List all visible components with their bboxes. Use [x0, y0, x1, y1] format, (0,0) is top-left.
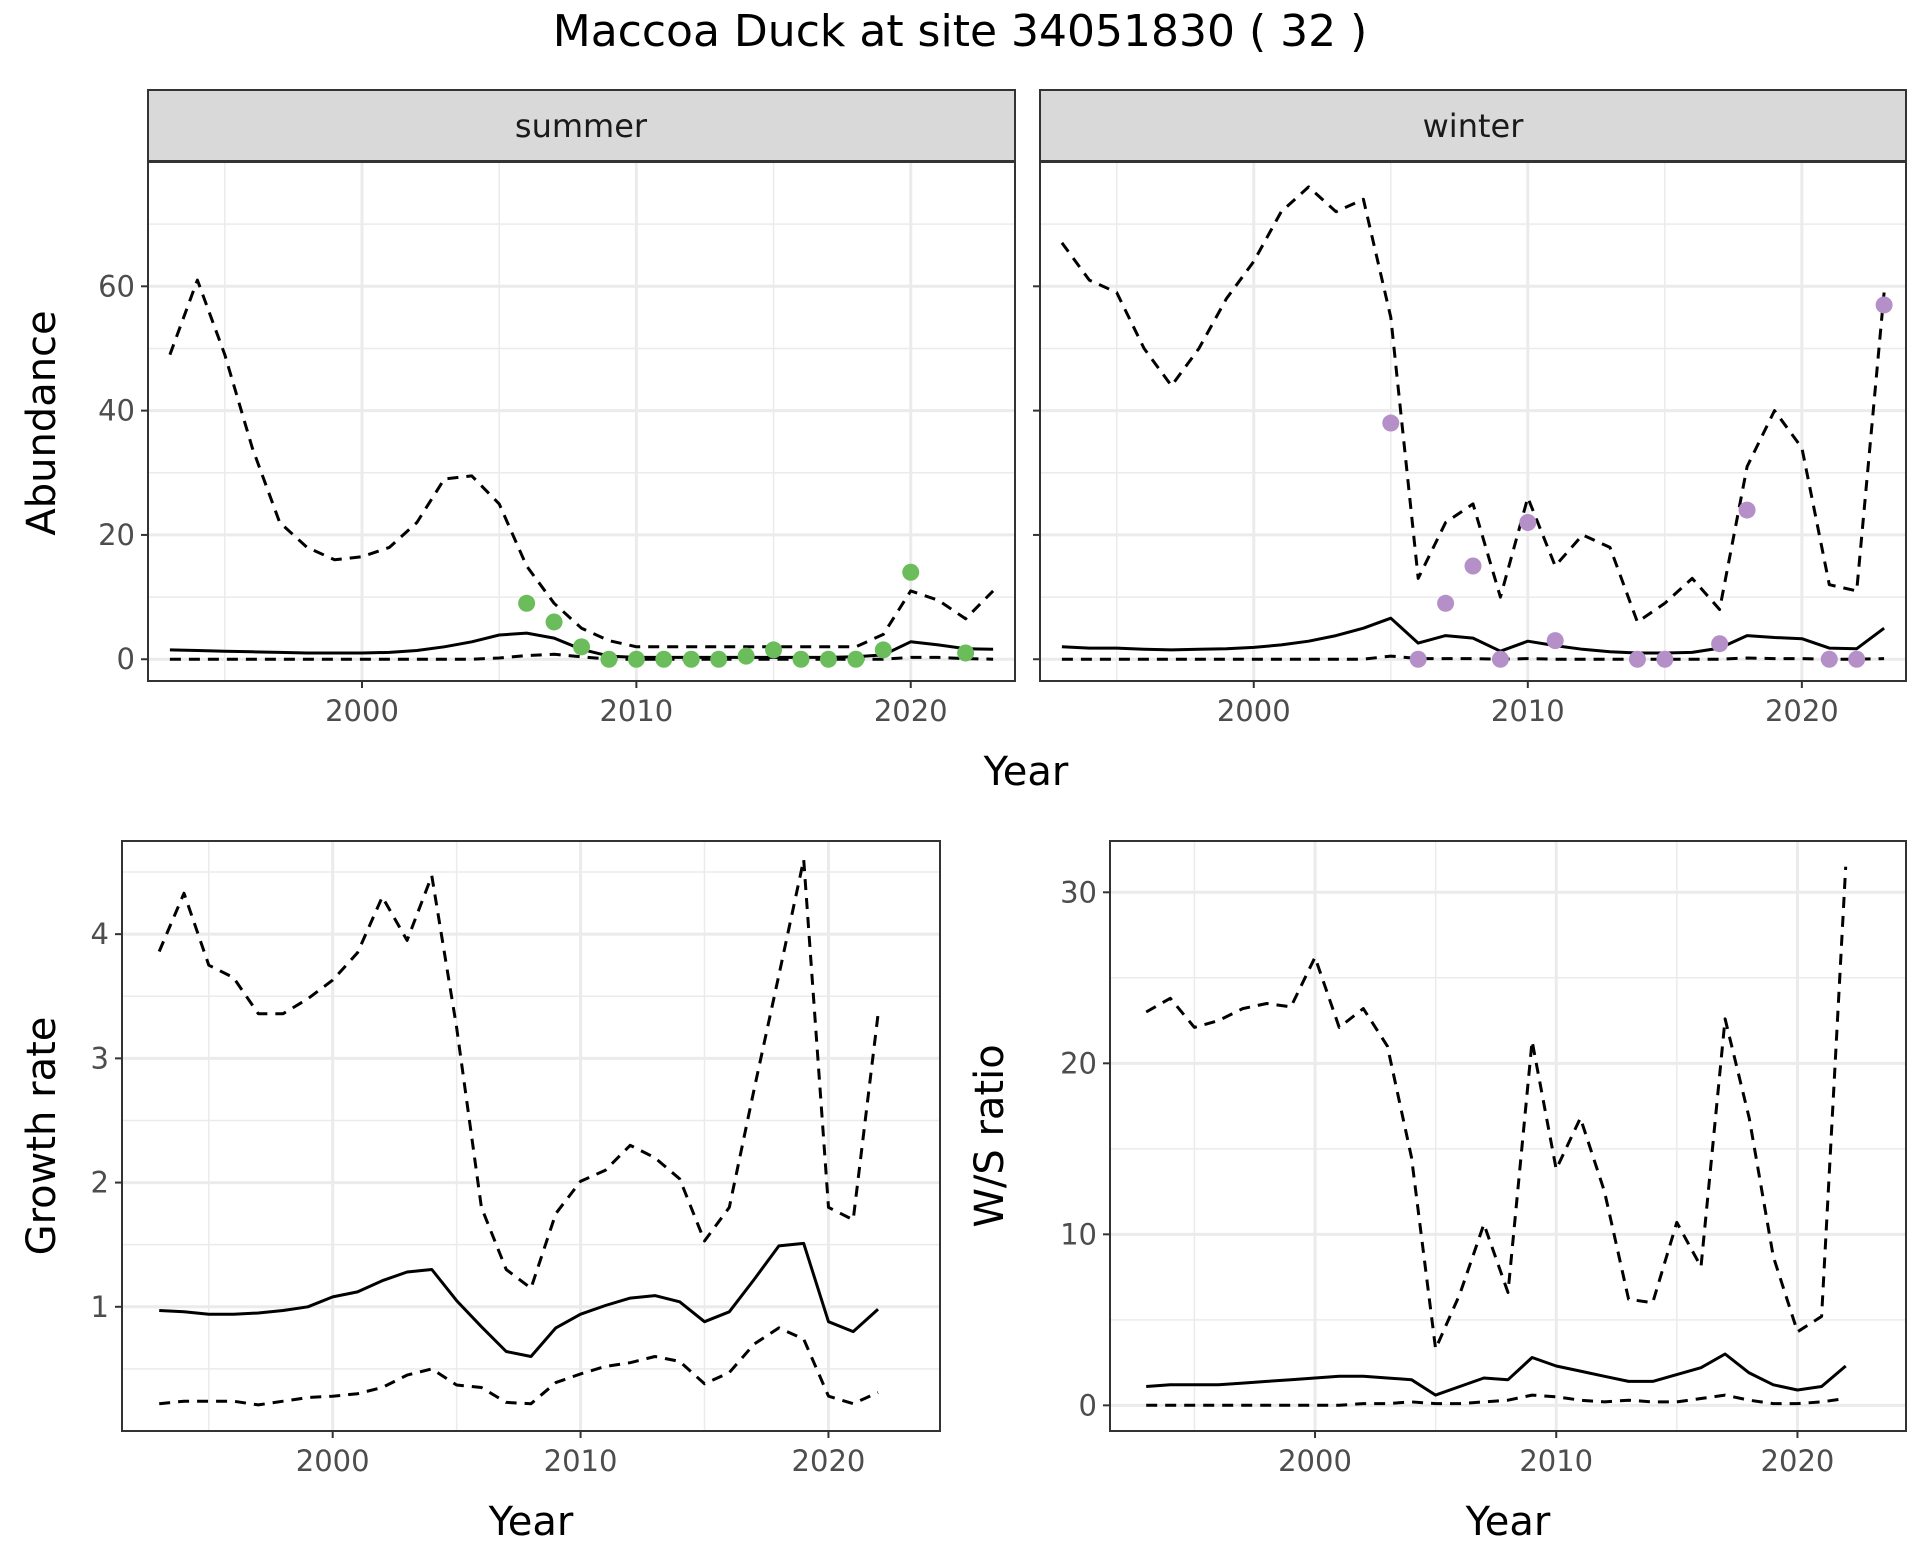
summer-data-point [792, 650, 810, 668]
winter-x-tick-label: 2000 [1217, 694, 1291, 728]
summer-data-point [819, 650, 837, 668]
summer-data-point [902, 563, 920, 581]
winter-panel-border [1039, 161, 1907, 682]
winter-data-point [1628, 650, 1646, 668]
winter-data-point [1738, 501, 1756, 519]
summer-data-point [627, 650, 645, 668]
summer-y-tick-label: 60 [98, 269, 135, 303]
winter-series-upper-line [1060, 185, 1886, 624]
strip-summer-label: summer [515, 107, 648, 145]
winter-data-point [1382, 414, 1400, 432]
winter-data-point [1848, 650, 1866, 668]
ratio-panel-border [1109, 840, 1907, 1432]
winter-plot-area [1040, 162, 1906, 681]
growth-y-tick-label: 2 [91, 1166, 109, 1200]
summer-data-point [545, 613, 563, 631]
winter-data-point [1711, 635, 1729, 653]
summer-x-tick-label: 2010 [599, 694, 673, 728]
strip-summer [147, 89, 1016, 162]
growth-plot-area [122, 841, 940, 1431]
summer-y-tick-label: 40 [98, 394, 135, 428]
panel-winter: winter 2000 2010 2020 [1033, 89, 1907, 728]
winter-x-tick-label: 2010 [1491, 694, 1565, 728]
panel-growth: 2000 2010 2020 1 2 3 4 [91, 840, 941, 1478]
chart-title: Maccoa Duck at site 34051830 ( 32 ) [553, 6, 1368, 57]
strip-winter-label: winter [1423, 107, 1525, 145]
growth-y-tick-label: 3 [91, 1041, 109, 1075]
winter-data-point [1875, 296, 1893, 314]
summer-data-point [518, 594, 536, 612]
summer-x-tick-label: 2020 [874, 694, 948, 728]
winter-data-point [1437, 594, 1455, 612]
growth-x-axis-title: Year [488, 1499, 574, 1545]
summer-data-point [682, 650, 700, 668]
winter-data-point [1656, 650, 1674, 668]
summer-y-tick-label: 0 [117, 642, 135, 676]
ratio-x-tick-label: 2000 [1278, 1444, 1352, 1478]
growth-y-tick-label: 1 [91, 1290, 109, 1324]
growth-x-tick-label: 2000 [296, 1444, 370, 1478]
ratio-series-lower-line [1146, 1393, 1846, 1407]
growth-panel-border [121, 840, 941, 1432]
winter-x-tick-label: 2020 [1765, 694, 1839, 728]
growth-x-tick-label: 2020 [792, 1444, 866, 1478]
summer-panel-border [147, 161, 1016, 682]
winter-data-point [1546, 632, 1564, 650]
panel-summer: summer 2000 2010 2020 0 20 40 60 [98, 89, 1016, 728]
ratio-series-mean-line [1146, 1352, 1847, 1397]
summer-x-tick-label: 2000 [325, 694, 399, 728]
summer-data-point [600, 650, 618, 668]
winter-series-lower-line [1061, 654, 1885, 661]
winter-data-point [1519, 514, 1537, 532]
growth-series-lower-line [159, 1326, 879, 1407]
panel-ratio: 2000 2010 2020 0 10 20 30 [1060, 840, 1907, 1478]
winter-series-mean-line [1061, 616, 1885, 655]
summer-data-point [874, 641, 892, 659]
summer-plot-area [148, 162, 1015, 681]
growth-x-tick-label: 2010 [544, 1444, 618, 1478]
growth-y-axis-title: Growth rate [19, 1017, 65, 1256]
growth-series-upper-line [157, 858, 880, 1290]
ratio-y-axis-title: W/S ratio [967, 1044, 1013, 1227]
summer-data-point [765, 641, 783, 659]
top-x-axis-title: Year [983, 749, 1069, 795]
winter-data-point [1820, 650, 1838, 668]
winter-data-point [1409, 650, 1427, 668]
summer-y-tick-label: 20 [98, 518, 135, 552]
summer-data-point [847, 650, 865, 668]
summer-data-point [573, 638, 590, 656]
summer-data-point [737, 647, 755, 665]
winter-data-point [1464, 557, 1482, 575]
growth-series-mean-line [159, 1241, 880, 1358]
ratio-series-upper-line [1145, 866, 1848, 1351]
ratio-plot-area [1110, 841, 1906, 1431]
summer-series-upper-line [168, 278, 995, 649]
ratio-x-tick-label: 2020 [1761, 1444, 1835, 1478]
ratio-y-tick-label: 10 [1060, 1217, 1097, 1251]
ratio-y-tick-label: 20 [1060, 1046, 1097, 1080]
summer-data-point [957, 644, 975, 662]
ratio-x-tick-label: 2010 [1519, 1444, 1593, 1478]
top-y-axis-title: Abundance [19, 310, 65, 535]
summer-data-point [655, 650, 673, 668]
growth-y-tick-label: 4 [91, 917, 109, 951]
ratio-x-axis-title: Year [1465, 1499, 1551, 1545]
ratio-y-tick-label: 0 [1079, 1388, 1097, 1422]
winter-data-point [1491, 650, 1509, 668]
summer-data-point [710, 650, 728, 668]
strip-winter [1039, 89, 1907, 162]
ratio-y-tick-label: 30 [1060, 875, 1097, 909]
